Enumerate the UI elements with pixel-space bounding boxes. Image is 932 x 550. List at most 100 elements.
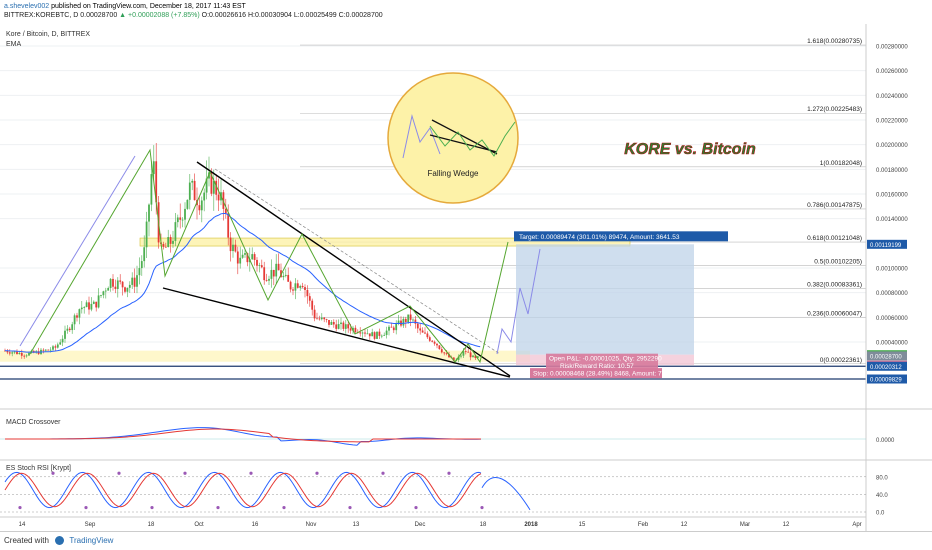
candle-body [313, 309, 316, 319]
candle-body [169, 237, 172, 244]
candle-body [392, 327, 395, 331]
stoch-k-line [4, 471, 482, 509]
stoch-signal-dot [249, 471, 253, 475]
projection-arrow [496, 248, 541, 355]
candle-body [143, 247, 146, 262]
ohlc-values: O:0.00026616 H:0.00030904 L:0.00025499 C… [201, 12, 383, 19]
falling-wedge-callout: Falling Wedge [387, 72, 519, 204]
wedge-label: Falling Wedge [428, 169, 480, 178]
candle-body [244, 253, 246, 255]
time-tick-label: 14 [19, 522, 26, 528]
time-tick-label: Feb [638, 522, 649, 528]
stoch-signal-dot [381, 471, 385, 475]
candle-body [426, 333, 429, 338]
candle-body [270, 269, 273, 279]
candle-body [76, 315, 78, 318]
candle-body [83, 307, 86, 308]
price-badge [867, 361, 907, 371]
candle-body [397, 320, 400, 324]
wedge-dashed-line [214, 168, 501, 355]
stoch-signal-dot [414, 506, 418, 510]
candle-body [191, 180, 194, 183]
candle-body [328, 319, 330, 325]
price-axis: 0.00280000 0.00260000 0.00240000 0.00220000… [865, 24, 908, 531]
candle-body [164, 246, 167, 248]
candle-body [347, 324, 350, 329]
candle-body [100, 295, 102, 297]
stop-label: Stop: 0.00008468 (28.49%) 8468, Amount: … [533, 371, 669, 378]
candle-body [140, 261, 143, 269]
candle-body [205, 178, 208, 193]
candle-body [287, 274, 290, 282]
candle-body [464, 351, 467, 353]
candle-body [239, 257, 242, 264]
stoch-signal-dot [117, 471, 121, 475]
candle-body [44, 349, 47, 351]
candle-body [308, 296, 311, 301]
candle-body [88, 302, 90, 310]
published-text: published on TradingView.com, December 1… [51, 3, 246, 10]
stoch-axis-label: 80.0 [876, 475, 888, 481]
candle-body [232, 244, 234, 252]
candle-body [64, 330, 66, 339]
candle-body [390, 326, 393, 328]
candle-body [318, 318, 321, 320]
callout-zigzag [429, 121, 516, 157]
candle-body [452, 357, 455, 361]
target-label: Target: 0.00089474 (301.01%) 89474, Amou… [519, 234, 680, 241]
tradingview-link[interactable]: TradingView [69, 536, 114, 545]
candle-body [59, 342, 62, 345]
candle-body [433, 341, 436, 344]
candle-body [342, 322, 345, 329]
price-badge-label: 0.00009829 [870, 378, 902, 384]
candle-body [200, 200, 203, 211]
created-with: Created with [4, 536, 49, 545]
candle-body [292, 289, 294, 291]
price-tick-label: 0.00180000 [876, 168, 908, 174]
candle-body [155, 161, 158, 203]
candle-body [224, 208, 227, 214]
candle-body [246, 253, 249, 263]
time-tick-label: 12 [783, 522, 790, 528]
candle-body [378, 331, 381, 336]
symbol-line: BITTREX:KOREBTC, D 0.00028700 [4, 12, 118, 19]
candle-body [138, 268, 141, 276]
wedge-lower-line [162, 287, 511, 378]
candle-body [409, 314, 412, 320]
candle-body [260, 265, 263, 268]
candle-body [361, 332, 364, 334]
main-chart[interactable]: 1.618(0.00280735) 1.272(0.00225483) 1(0.00… [0, 24, 932, 531]
time-tick-label: 15 [579, 522, 586, 528]
time-tick-label: 18 [480, 522, 487, 528]
price-badge-label: 0.00119199 [870, 243, 902, 249]
stoch-signal-dot [447, 471, 451, 475]
candle-body [284, 274, 287, 276]
candle-body [388, 326, 390, 331]
candle-body [78, 309, 81, 318]
candle-body [97, 295, 100, 308]
candle-body [162, 244, 165, 247]
candle-body [47, 349, 50, 351]
candle-body [383, 334, 386, 336]
candle-body [112, 278, 114, 287]
candle-body [95, 301, 98, 308]
price-tick-label: 0.00140000 [876, 217, 908, 223]
candle-body [54, 346, 57, 348]
candle-body [193, 180, 196, 201]
candle-body [210, 172, 213, 194]
callout-wedge-top [431, 119, 498, 155]
candle-body [203, 192, 206, 201]
candle-body [474, 355, 477, 358]
candle-body [462, 351, 465, 356]
stoch-projection [481, 477, 531, 511]
candle-body [421, 330, 424, 333]
candle-body [25, 355, 28, 357]
fib-label: 0.236(0.00060047) [807, 310, 862, 317]
candle-body [364, 332, 366, 334]
candle-body [272, 269, 275, 277]
stoch-label: ES Stoch RSI [Krypt] [6, 465, 71, 472]
candle-body [440, 349, 443, 353]
stoch-signal-dot [183, 471, 187, 475]
candle-body [49, 349, 52, 351]
author-link[interactable]: a.shevelev002 [4, 3, 50, 10]
